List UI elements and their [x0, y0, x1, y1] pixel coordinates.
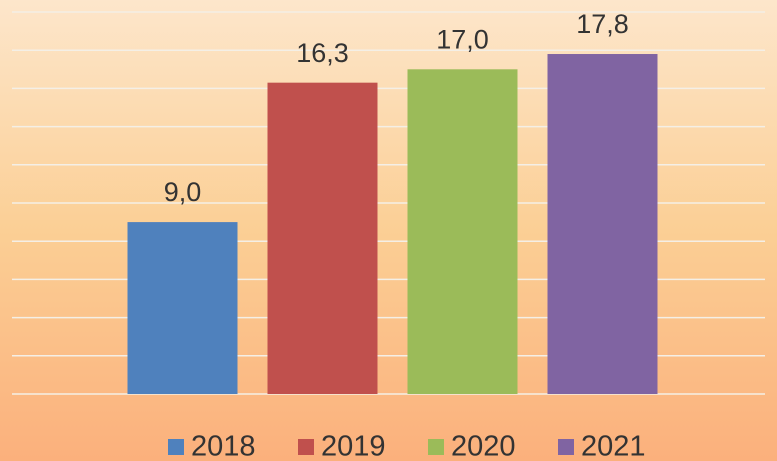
- bar: [267, 82, 378, 395]
- data-label: 16,3: [296, 38, 349, 68]
- data-label: 17,0: [436, 24, 489, 54]
- bar: [127, 222, 238, 394]
- data-label: 9,0: [164, 177, 202, 207]
- legend-swatch: [168, 439, 184, 455]
- legend-label: 2020: [451, 431, 516, 461]
- legend-swatch: [298, 439, 314, 455]
- legend-label: 2018: [191, 431, 256, 461]
- legend-label: 2021: [581, 431, 646, 461]
- legend-label: 2019: [321, 431, 386, 461]
- bar: [547, 54, 658, 395]
- data-label: 17,8: [576, 9, 629, 39]
- legend-swatch: [428, 439, 444, 455]
- legend-swatch: [558, 439, 574, 455]
- bar: [407, 69, 518, 395]
